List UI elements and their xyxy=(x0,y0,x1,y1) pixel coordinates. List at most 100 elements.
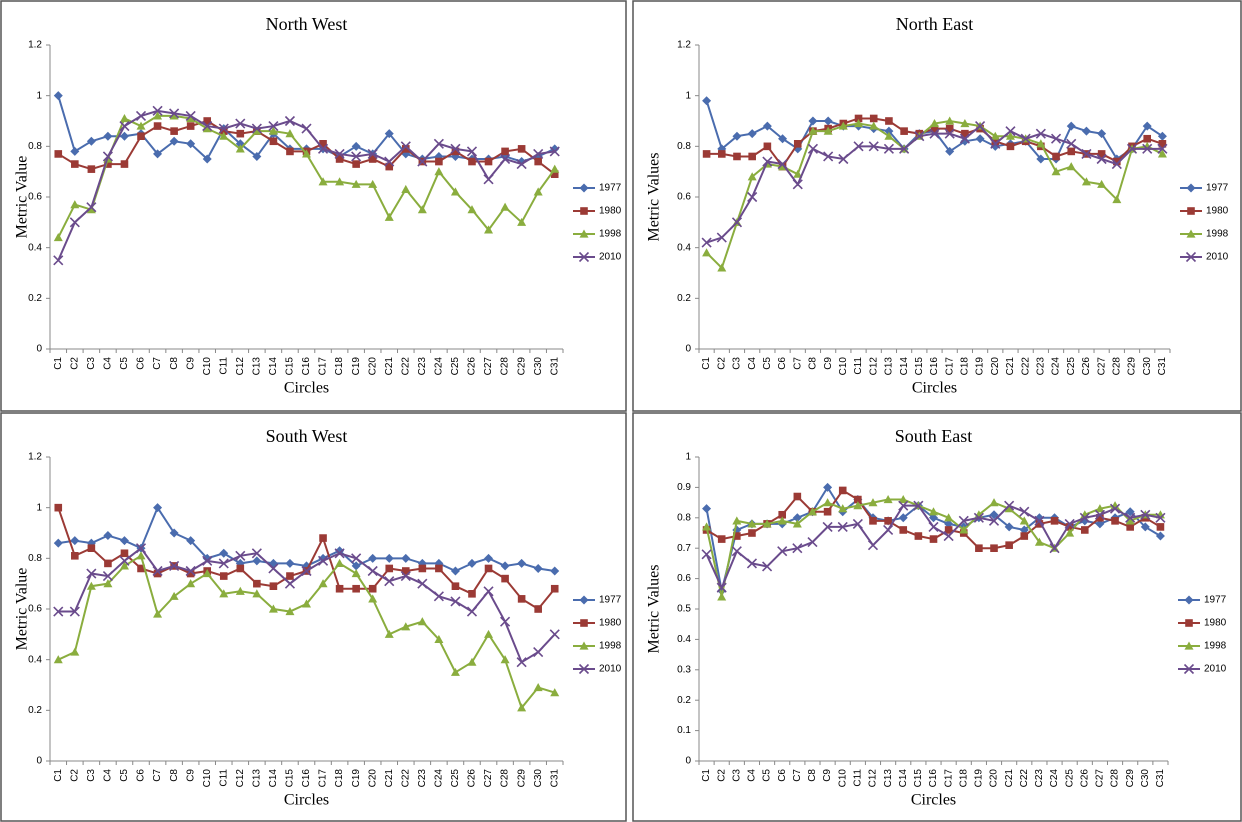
marker xyxy=(898,495,908,504)
marker xyxy=(218,123,229,134)
marker xyxy=(914,131,925,142)
x-tick-label: C19 xyxy=(975,357,986,376)
x-tick-label: C30 xyxy=(1142,357,1153,376)
marker xyxy=(501,574,509,583)
legend-marker xyxy=(1183,663,1195,675)
marker xyxy=(236,564,245,573)
marker xyxy=(854,114,863,123)
marker xyxy=(1157,143,1168,154)
marker xyxy=(170,127,178,135)
chart-title: North East xyxy=(896,14,973,34)
marker xyxy=(747,519,757,528)
marker xyxy=(102,571,113,582)
marker xyxy=(746,558,758,569)
marker xyxy=(70,200,80,209)
marker xyxy=(219,131,229,140)
marker xyxy=(368,179,378,188)
marker xyxy=(53,538,63,548)
marker xyxy=(961,129,969,138)
y-tick-label: 0.1 xyxy=(677,725,691,736)
legend-marker xyxy=(579,183,589,193)
marker xyxy=(1035,520,1044,528)
x-tick-label: C26 xyxy=(467,357,478,376)
marker xyxy=(1005,126,1016,137)
marker xyxy=(517,703,527,712)
marker xyxy=(153,609,163,618)
x-tick-label: C7 xyxy=(792,357,803,370)
marker xyxy=(808,126,818,135)
marker xyxy=(747,172,757,181)
x-tick-label: C12 xyxy=(868,357,879,376)
marker xyxy=(119,555,130,566)
legend-marker xyxy=(1187,207,1195,215)
marker xyxy=(484,157,493,166)
marker xyxy=(1019,516,1029,525)
x-tick-label: C15 xyxy=(914,357,925,376)
panel: South East Circles Metric Values 0 0.1 0.2 0.3… xyxy=(632,412,1242,822)
marker xyxy=(701,237,712,248)
panel: North West Circles Metric Value 0 0.2 0.4 0.6 0… xyxy=(0,0,627,412)
x-tick-label: C9 xyxy=(185,357,196,370)
marker xyxy=(534,157,542,166)
legend-label: 2010 xyxy=(599,252,622,263)
x-tick-label: C29 xyxy=(1127,357,1138,376)
chart-title: North West xyxy=(266,14,348,34)
marker xyxy=(929,513,938,523)
marker xyxy=(202,154,212,164)
x-tick-label: C19 xyxy=(974,769,985,788)
marker xyxy=(335,177,345,186)
marker xyxy=(517,217,527,226)
marker xyxy=(945,124,954,133)
x-tick-label: C1 xyxy=(701,769,712,782)
x-tick-label: C25 xyxy=(1066,357,1077,376)
marker xyxy=(838,504,848,513)
x-tick-label: C25 xyxy=(1064,769,1075,788)
marker xyxy=(988,515,1000,526)
marker xyxy=(318,177,328,186)
x-tick-label: C14 xyxy=(898,769,909,788)
marker xyxy=(71,160,79,168)
x-tick-label: C20 xyxy=(367,357,378,376)
x-tick-label: C24 xyxy=(434,357,445,376)
y-tick-label: 0 xyxy=(685,756,691,767)
marker xyxy=(1036,154,1046,164)
x-tick-label: C17 xyxy=(943,769,954,788)
marker xyxy=(69,217,80,228)
marker xyxy=(1064,518,1075,529)
marker xyxy=(119,131,129,141)
marker xyxy=(1140,509,1151,520)
x-tick-label: C30 xyxy=(533,357,544,376)
legend-label: 1998 xyxy=(599,641,622,652)
marker xyxy=(54,150,63,158)
marker xyxy=(899,143,910,154)
marker xyxy=(484,564,493,573)
legend-label: 1998 xyxy=(599,229,622,240)
x-tick-label: C8 xyxy=(807,769,818,782)
x-tick-label: C3 xyxy=(732,357,743,370)
marker xyxy=(268,604,278,613)
marker xyxy=(352,160,360,168)
x-tick-label: C17 xyxy=(318,769,329,788)
x-tick-label: C3 xyxy=(86,769,97,782)
marker xyxy=(838,486,847,495)
y-tick-label: 0.6 xyxy=(28,192,42,203)
marker xyxy=(1080,526,1089,534)
marker xyxy=(351,561,361,571)
marker xyxy=(898,513,908,523)
marker xyxy=(958,515,969,526)
marker xyxy=(1096,514,1104,522)
marker xyxy=(317,143,329,154)
x-tick-label: C10 xyxy=(837,769,848,788)
marker xyxy=(119,536,129,546)
x-tick-label: C15 xyxy=(913,769,924,788)
marker xyxy=(384,156,395,167)
marker xyxy=(401,567,410,575)
y-axis-label: Metric Values xyxy=(646,564,663,653)
x-tick-label: C20 xyxy=(367,769,378,788)
marker xyxy=(433,591,444,602)
marker xyxy=(500,561,510,571)
marker xyxy=(1019,525,1029,535)
marker xyxy=(120,549,129,558)
y-tick-label: 0.9 xyxy=(677,482,691,493)
x-tick-label: C4 xyxy=(747,769,758,782)
